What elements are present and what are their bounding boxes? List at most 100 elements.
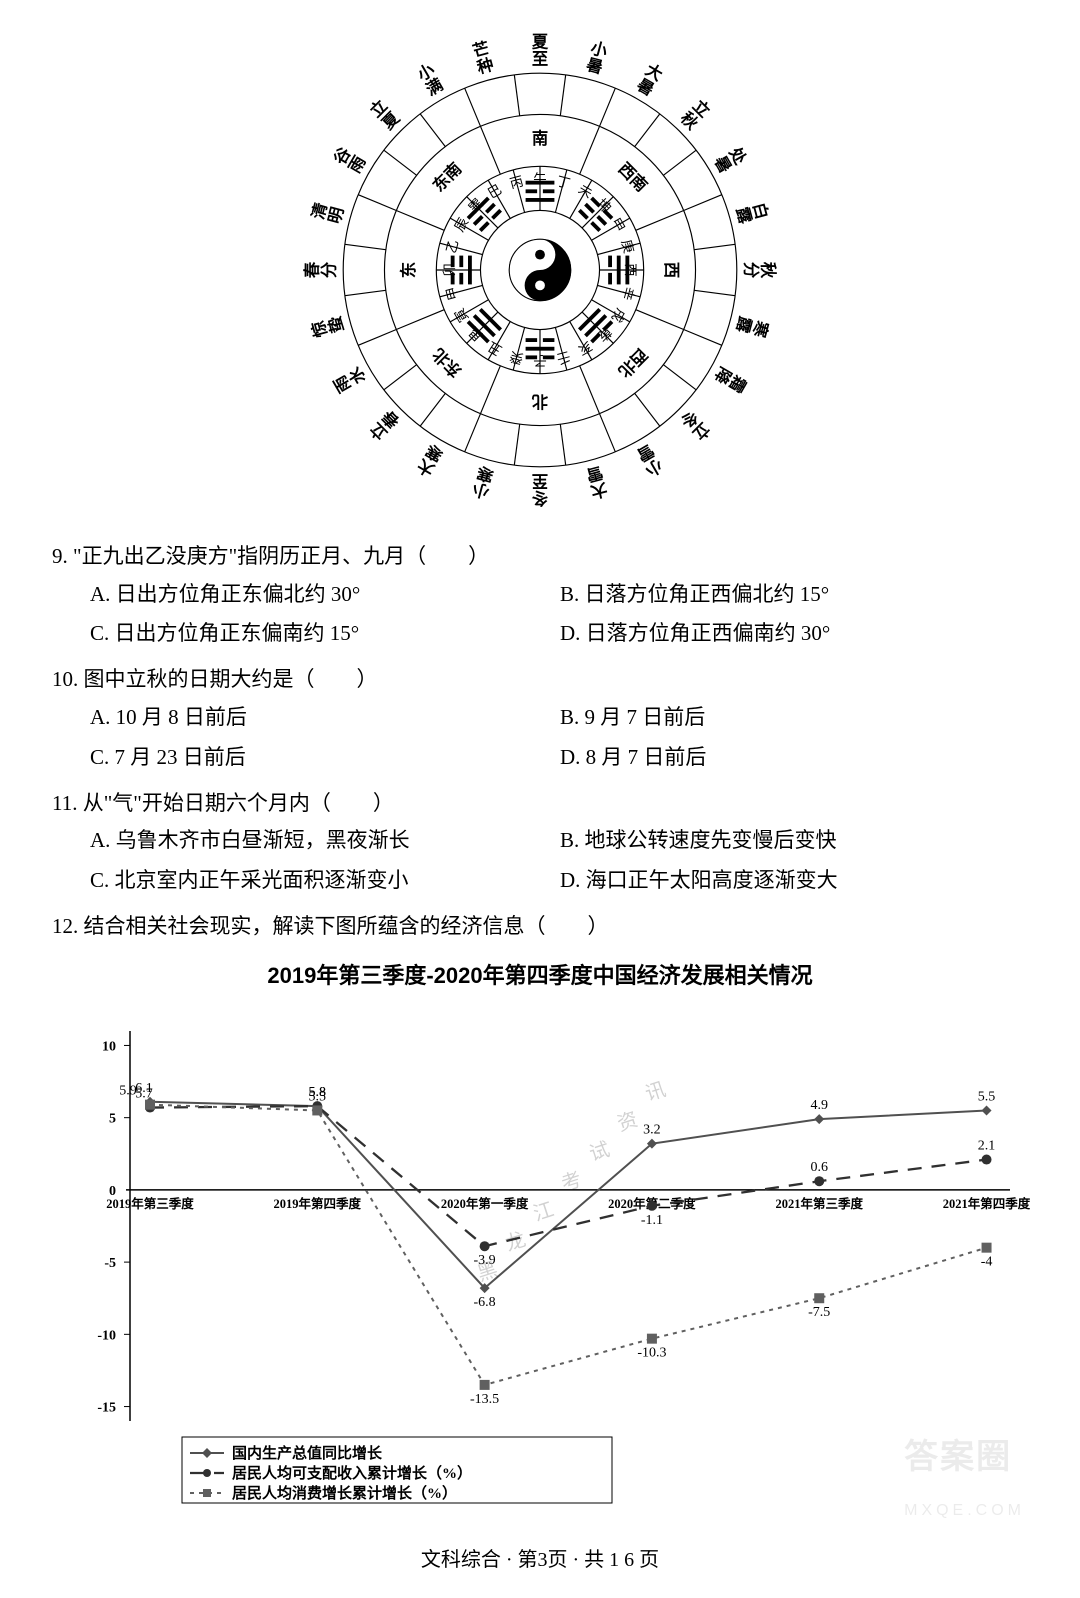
chart-holder: -15-10-505102019年第三季度2019年第四季度2020年第一季度2… [50,1001,1030,1534]
svg-text:暑: 暑 [583,55,605,78]
option: C. 北京室内正午采光面积逐渐变小 [90,862,560,900]
svg-text:子: 子 [533,353,546,368]
svg-text:乙: 乙 [443,238,461,255]
option: B. 9 月 7 日前后 [560,699,1030,737]
svg-text:至: 至 [532,472,548,491]
options: A. 乌鲁木齐市白昼渐短，黑夜渐长B. 地球公转速度先变慢后变快C. 北京室内正… [50,822,1030,902]
svg-text:至: 至 [532,49,548,68]
options: A. 日出方位角正东偏北约 30°B. 日落方位角正西偏北约 15°C. 日出方… [50,576,1030,656]
svg-text:-10: -10 [97,1329,116,1344]
chart-title: 2019年第三季度-2020年第四季度中国经济发展相关情况 [50,956,1030,996]
svg-text:壬: 壬 [555,349,572,367]
svg-text:酉: 酉 [623,263,638,276]
svg-text:5.9: 5.9 [119,1084,137,1099]
svg-text:-5: -5 [104,1256,116,1271]
svg-text:秋: 秋 [759,262,778,279]
svg-text:卯: 卯 [442,263,457,276]
question-12: 12. 结合相关社会现实，解读下图所蕴含的经济信息（ ） [50,908,1030,946]
option: D. 8 月 7 日前后 [560,739,1030,777]
svg-text:考: 考 [558,1168,584,1196]
svg-text:2019年第三季度: 2019年第三季度 [106,1196,194,1211]
svg-text:2021年第三季度: 2021年第三季度 [775,1196,863,1211]
svg-text:露: 露 [732,314,755,335]
svg-text:分: 分 [319,261,338,278]
svg-text:西: 西 [662,262,681,278]
svg-text:4.9: 4.9 [810,1098,828,1113]
svg-text:北: 北 [531,392,548,411]
question-9: 9. "正九出乙没庚方"指阴历正月、九月（ ）A. 日出方位角正东偏北约 30°… [50,538,1030,655]
chart-svg: -15-10-505102019年第三季度2019年第四季度2020年第一季度2… [50,1001,1030,1521]
svg-text:10: 10 [102,1040,116,1055]
svg-text:春: 春 [302,261,321,279]
svg-text:2021年第四季度: 2021年第四季度 [943,1196,1030,1211]
page-footer: 文科综合 · 第3页 · 共 1 6 页 [50,1542,1030,1578]
svg-text:露: 露 [733,205,756,226]
question-stem: 10. 图中立秋的日期大约是（ ） [50,661,1030,699]
svg-text:夏: 夏 [531,32,549,51]
options: A. 10 月 8 日前后B. 9 月 7 日前后C. 7 月 23 日前后D.… [50,699,1030,779]
svg-text:2020年第一季度: 2020年第一季度 [441,1196,529,1211]
svg-text:居民人均消费增长累计增长（%）: 居民人均消费增长累计增长（%） [232,1484,457,1502]
svg-text:冬: 冬 [531,489,548,508]
option: D. 海口正午太阳高度逐渐变大 [560,862,1030,900]
svg-text:东南: 东南 [429,159,466,196]
questions-block: 9. "正九出乙没庚方"指阴历正月、九月（ ）A. 日出方位角正东偏北约 30°… [50,538,1030,946]
bagua-diagram: 丙午丁未坤申庚酉辛戌乾亥壬子癸丑艮寅甲卯乙辰巽巳南西南西西北北东北东东南夏至小暑… [50,30,1030,523]
svg-text:甲: 甲 [443,285,461,302]
svg-text:东: 东 [399,262,418,278]
svg-text:寒: 寒 [474,462,496,485]
svg-text:龙: 龙 [502,1228,528,1256]
svg-text:5.5: 5.5 [978,1090,996,1105]
question-10: 10. 图中立秋的日期大约是（ ）A. 10 月 8 日前后B. 9 月 7 日… [50,661,1030,778]
option: C. 日出方位角正东偏南约 15° [90,615,560,653]
svg-text:-1.1: -1.1 [641,1213,663,1228]
svg-text:分: 分 [742,262,761,279]
svg-text:辛: 辛 [619,285,637,302]
option: B. 日落方位角正西偏北约 15° [560,576,1030,614]
svg-text:0.6: 0.6 [810,1161,828,1176]
svg-text:江: 江 [530,1198,556,1226]
svg-text:庚: 庚 [619,238,637,255]
svg-text:明: 明 [325,205,348,226]
option: B. 地球公转速度先变慢后变快 [560,822,1030,860]
svg-text:-10.3: -10.3 [637,1346,666,1361]
svg-text:国内生产总值同比增长: 国内生产总值同比增长 [232,1444,383,1462]
svg-text:种: 种 [474,55,496,78]
svg-text:雪: 雪 [584,463,605,486]
option: C. 7 月 23 日前后 [90,739,560,777]
option: A. 日出方位角正东偏北约 30° [90,576,560,614]
watermark-line1: 答案圈 [904,1427,1025,1488]
svg-text:5: 5 [109,1112,116,1127]
svg-text:试: 试 [586,1138,612,1166]
svg-text:2.1: 2.1 [978,1139,996,1154]
option: D. 日落方位角正西偏南约 30° [560,615,1030,653]
svg-text:居民人均可支配收入累计增长（%）: 居民人均可支配收入累计增长（%） [232,1464,472,1482]
svg-text:西南: 西南 [615,159,652,196]
svg-text:-6.8: -6.8 [474,1295,496,1310]
watermark: 答案圈 MXQE.COM [904,1427,1025,1528]
svg-text:-13.5: -13.5 [470,1392,499,1407]
watermark-line2: MXQE.COM [904,1502,1025,1519]
svg-text:3.2: 3.2 [643,1123,661,1138]
svg-text:东北: 东北 [428,344,465,381]
bagua-svg: 丙午丁未坤申庚酉辛戌乾亥壬子癸丑艮寅甲卯乙辰巽巳南西南西西北北东北东东南夏至小暑… [300,30,780,510]
svg-text:蛰: 蛰 [325,314,348,335]
question-stem: 11. 从"气"开始日期六个月内（ ） [50,785,1030,823]
svg-text:5.7: 5.7 [135,1087,153,1102]
svg-text:丙: 丙 [508,173,525,191]
svg-text:西北: 西北 [614,345,651,382]
question-stem: 12. 结合相关社会现实，解读下图所蕴含的经济信息（ ） [50,908,1030,946]
svg-text:-15: -15 [97,1401,116,1416]
question-11: 11. 从"气"开始日期六个月内（ ）A. 乌鲁木齐市白昼渐短，黑夜渐长B. 地… [50,785,1030,902]
svg-text:丁: 丁 [555,173,572,191]
option: A. 乌鲁木齐市白昼渐短，黑夜渐长 [90,822,560,860]
svg-text:资: 资 [614,1108,640,1136]
svg-text:-7.5: -7.5 [808,1306,830,1321]
svg-text:癸: 癸 [508,348,525,366]
option: A. 10 月 8 日前后 [90,699,560,737]
svg-text:讯: 讯 [642,1078,668,1106]
svg-text:-4: -4 [981,1255,993,1270]
svg-text:南: 南 [532,129,548,148]
question-stem: 9. "正九出乙没庚方"指阴历正月、九月（ ） [50,538,1030,576]
svg-text:午: 午 [533,172,546,187]
